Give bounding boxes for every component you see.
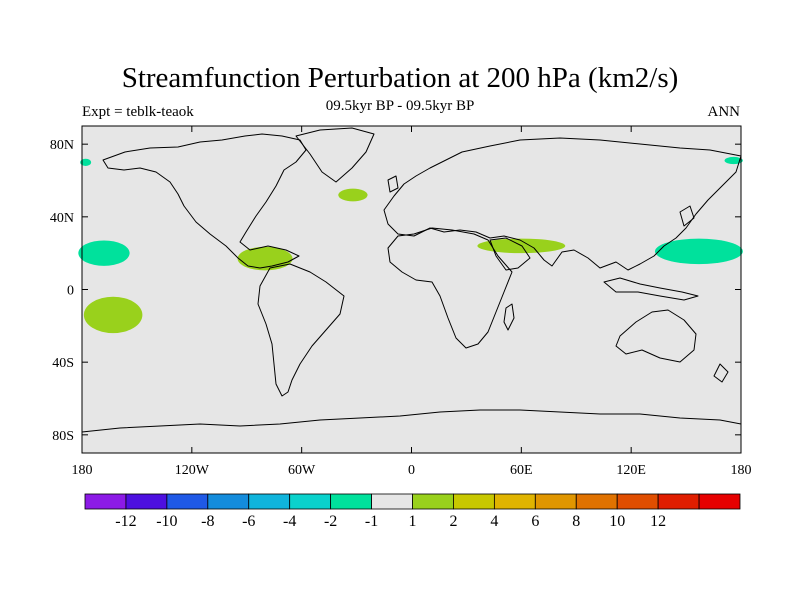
colorbar-label: -4 xyxy=(283,513,296,530)
colorbar-box xyxy=(534,493,577,510)
coastline-south-america xyxy=(257,263,345,397)
coastline-british-isles xyxy=(387,175,399,193)
colorbar-label: -6 xyxy=(242,513,255,530)
coastline-maritime-continent xyxy=(603,277,699,301)
colorbar-label: 8 xyxy=(572,513,580,530)
y-tick-label: 80S xyxy=(52,429,74,444)
y-tick-label: 0 xyxy=(67,284,74,299)
colorbar-label: 1 xyxy=(409,513,417,530)
x-tick-label: 60E xyxy=(510,463,533,478)
colorbar-box xyxy=(698,493,741,510)
coastline-north-america xyxy=(102,133,307,269)
map-background xyxy=(82,126,741,453)
y-tick-label: 40S xyxy=(52,356,74,371)
coastline-japan xyxy=(679,205,695,227)
colorbar-box xyxy=(207,493,250,510)
coastlines xyxy=(81,127,742,433)
colorbar-box xyxy=(166,493,209,510)
anomaly-region-north-atlantic-positive xyxy=(338,188,368,202)
colorbar-box xyxy=(493,493,536,510)
colorbar-box xyxy=(412,493,454,510)
anomaly-region-east-pacific-negative xyxy=(78,240,130,266)
anomaly-region-west-pacific-negative xyxy=(654,238,743,265)
anomaly-region-arctic-east-negative xyxy=(724,156,743,165)
colorbar-label: 12 xyxy=(650,513,666,530)
colorbar-box xyxy=(657,493,700,510)
coastline-new-zealand xyxy=(713,363,729,383)
x-tick-label: 120W xyxy=(175,463,210,478)
colorbar-box xyxy=(453,493,495,510)
anomaly-region-arctic-west-negative xyxy=(80,158,92,166)
colorbar-label: -8 xyxy=(201,513,214,530)
colorbar-box xyxy=(616,493,659,510)
colorbar-label: 10 xyxy=(609,513,625,530)
colorbar-label: 6 xyxy=(531,513,539,530)
coastline-australia xyxy=(615,309,697,363)
map-title: Streamfunction Perturbation at 200 hPa (… xyxy=(121,62,679,94)
colorbar-label: -10 xyxy=(156,513,177,530)
colorbar-box xyxy=(84,493,127,510)
colorbar-label: 2 xyxy=(449,513,457,530)
x-tick-label: 180 xyxy=(72,463,93,478)
map-plot-area: 180 120W 60W 0 60E 120E 180 80N 40N 0 40S 80S xyxy=(50,125,752,478)
colorbar: -12 -10 -8 -6 -4 -2 -1 1 2 4 6 8 10 12 xyxy=(84,493,741,530)
y-tick-label: 80N xyxy=(50,138,74,153)
map-subtitle: 09.5kyr BP - 09.5kyr BP xyxy=(325,98,475,114)
x-tick-label: 0 xyxy=(408,463,415,478)
coastline-eurasia xyxy=(383,137,742,271)
x-tick-label: 120E xyxy=(616,463,646,478)
x-tick-label: 180 xyxy=(731,463,752,478)
coastline-madagascar xyxy=(503,303,515,331)
colorbar-label: 4 xyxy=(490,513,498,530)
experiment-label: Expt = teblk-teaok xyxy=(82,104,194,120)
map-axes: 180 120W 60W 0 60E 120E 180 80N 40N 0 40S 80S xyxy=(50,126,752,478)
colorbar-label: -2 xyxy=(324,513,337,530)
colorbar-box xyxy=(125,493,168,510)
coastline-antarctica xyxy=(81,409,742,433)
y-tick-label: 40N xyxy=(50,211,74,226)
colorbar-label: -12 xyxy=(115,513,136,530)
x-tick-label: 60W xyxy=(288,463,316,478)
colorbar-box xyxy=(248,493,291,510)
colorbar-box xyxy=(330,493,372,510)
colorbar-box xyxy=(575,493,618,510)
colorbar-box xyxy=(289,493,332,510)
colorbar-label: -1 xyxy=(365,513,378,530)
season-label: ANN xyxy=(707,104,741,120)
anomaly-region-southeast-pacific-positive xyxy=(83,296,143,334)
coastline-arabia xyxy=(489,237,531,271)
coastline-greenland xyxy=(295,127,375,183)
colorbar-box xyxy=(371,493,413,510)
coastline-africa xyxy=(387,227,513,349)
